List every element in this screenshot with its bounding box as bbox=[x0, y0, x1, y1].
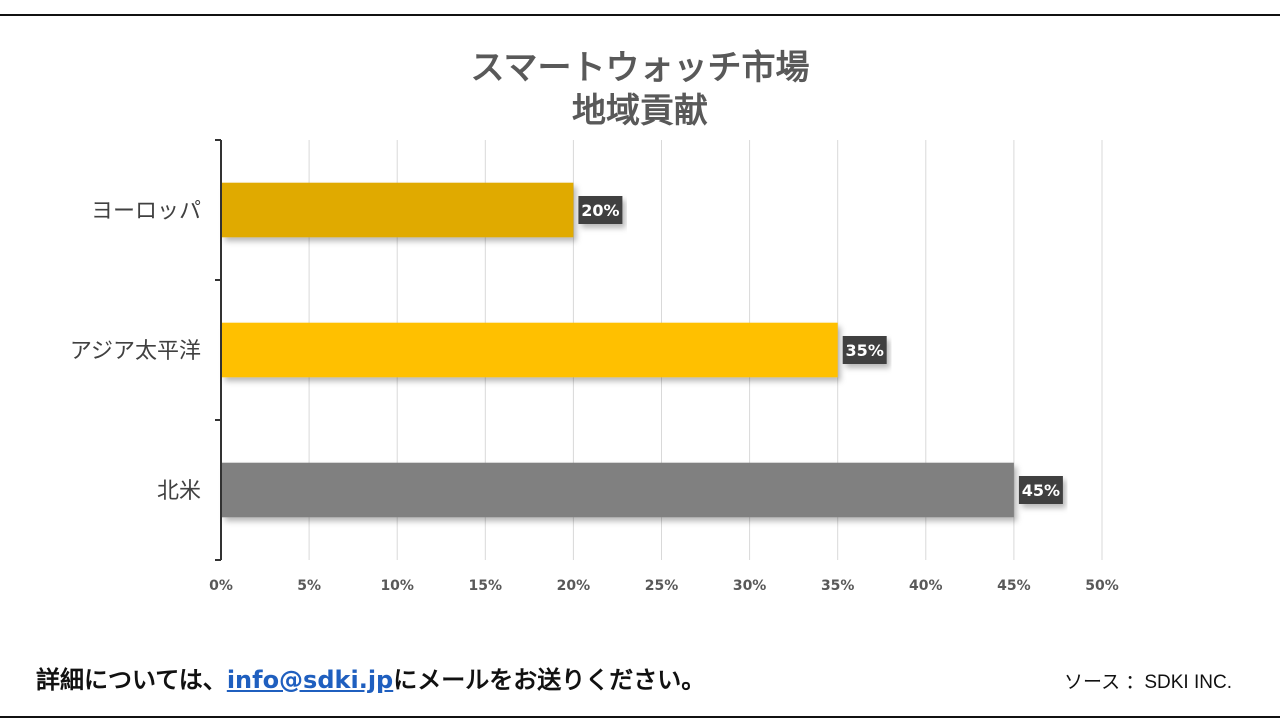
chart-title-line-1: スマートウォッチ市場 bbox=[470, 48, 810, 88]
data-label: 20% bbox=[581, 201, 619, 220]
bar bbox=[222, 322, 838, 378]
x-tick-label: 45% bbox=[997, 578, 1031, 594]
source-note: ソース ：SDKI INC. bbox=[1064, 672, 1232, 693]
x-tick-label: 50% bbox=[1085, 578, 1119, 594]
x-tick-label: 25% bbox=[645, 578, 679, 594]
top-rule bbox=[0, 14, 1280, 16]
category-label: 北米 bbox=[157, 479, 201, 504]
contact-suffix: にメールをお送りください。 bbox=[393, 666, 706, 694]
x-tick-label: 20% bbox=[557, 578, 591, 594]
x-tick-label: 40% bbox=[909, 578, 943, 594]
x-tick-label: 30% bbox=[733, 578, 767, 594]
chart-title-line-2: 地域貢献 bbox=[572, 91, 708, 131]
x-tick-label: 5% bbox=[297, 578, 321, 594]
bar-chart: 0% 5% 10% 15% 20% 25% 30% 35% 40% 45% 50% ヨーロッパアジア太… bbox=[70, 139, 1119, 594]
bar bbox=[222, 462, 1014, 518]
contact-prefix: 詳細については、 bbox=[36, 666, 227, 694]
x-tick-label: 35% bbox=[821, 578, 855, 594]
data-label-box bbox=[1018, 476, 1063, 504]
x-tick-label: 0% bbox=[209, 578, 233, 594]
data-label-box bbox=[578, 196, 623, 224]
bar bbox=[222, 182, 574, 238]
data-label: 35% bbox=[846, 341, 884, 360]
data-label-box bbox=[842, 336, 887, 364]
contact-email-link[interactable]: info@sdki.jp bbox=[226, 666, 394, 694]
x-tick-label: 10% bbox=[380, 578, 414, 594]
category-label: ヨーロッパ bbox=[91, 199, 201, 224]
category-label: アジア太平洋 bbox=[70, 339, 201, 364]
x-tick-label: 15% bbox=[469, 578, 503, 594]
contact-footer: 詳細については、info@sdki.jpにメールをお送りください。 bbox=[36, 660, 705, 695]
data-label: 45% bbox=[1022, 481, 1060, 500]
bottom-rule bbox=[0, 716, 1280, 718]
